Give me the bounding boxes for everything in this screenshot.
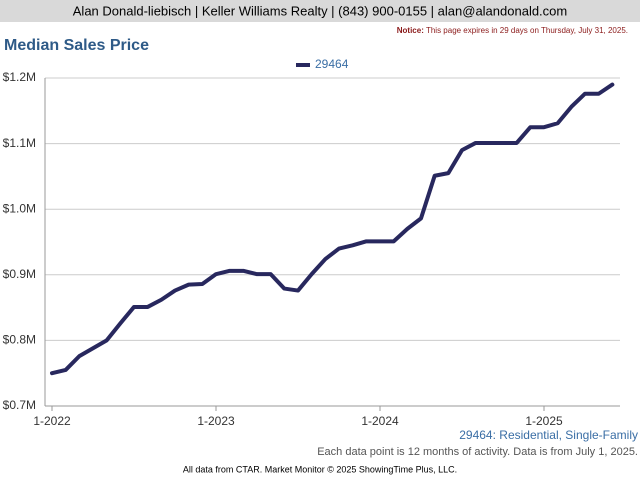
x-tick-label: 1-2024 bbox=[361, 414, 399, 428]
data-note: Each data point is 12 months of activity… bbox=[317, 446, 638, 458]
y-tick-label: $1.1M bbox=[3, 136, 36, 150]
series-note: 29464: Residential, Single-Family bbox=[459, 428, 638, 442]
y-tick-label: $1.0M bbox=[3, 201, 36, 215]
footer: All data from CTAR. Market Monitor © 202… bbox=[183, 464, 457, 474]
header: Alan Donald-liebisch | Keller Williams R… bbox=[73, 3, 567, 18]
notice-text: This page expires in 29 days on Thursday… bbox=[426, 26, 628, 35]
y-tick-label: $0.8M bbox=[3, 333, 36, 347]
y-tick-label: $0.7M bbox=[3, 398, 36, 412]
x-tick-label: 1-2025 bbox=[525, 414, 563, 428]
notice: Notice: This page expires in 29 days on … bbox=[397, 26, 628, 35]
y-tick-label: $0.9M bbox=[3, 267, 36, 281]
header-bar bbox=[0, 0, 640, 22]
line bbox=[50, 82, 615, 376]
legend-label: 29464 bbox=[315, 57, 349, 71]
y-tick-label: $1.2M bbox=[3, 70, 36, 84]
x-tick-label: 1-2023 bbox=[197, 414, 235, 428]
notice-label: Notice: bbox=[397, 26, 424, 35]
chart-title: Median Sales Price bbox=[4, 37, 149, 54]
x-tick-label: 1-2022 bbox=[33, 414, 71, 428]
